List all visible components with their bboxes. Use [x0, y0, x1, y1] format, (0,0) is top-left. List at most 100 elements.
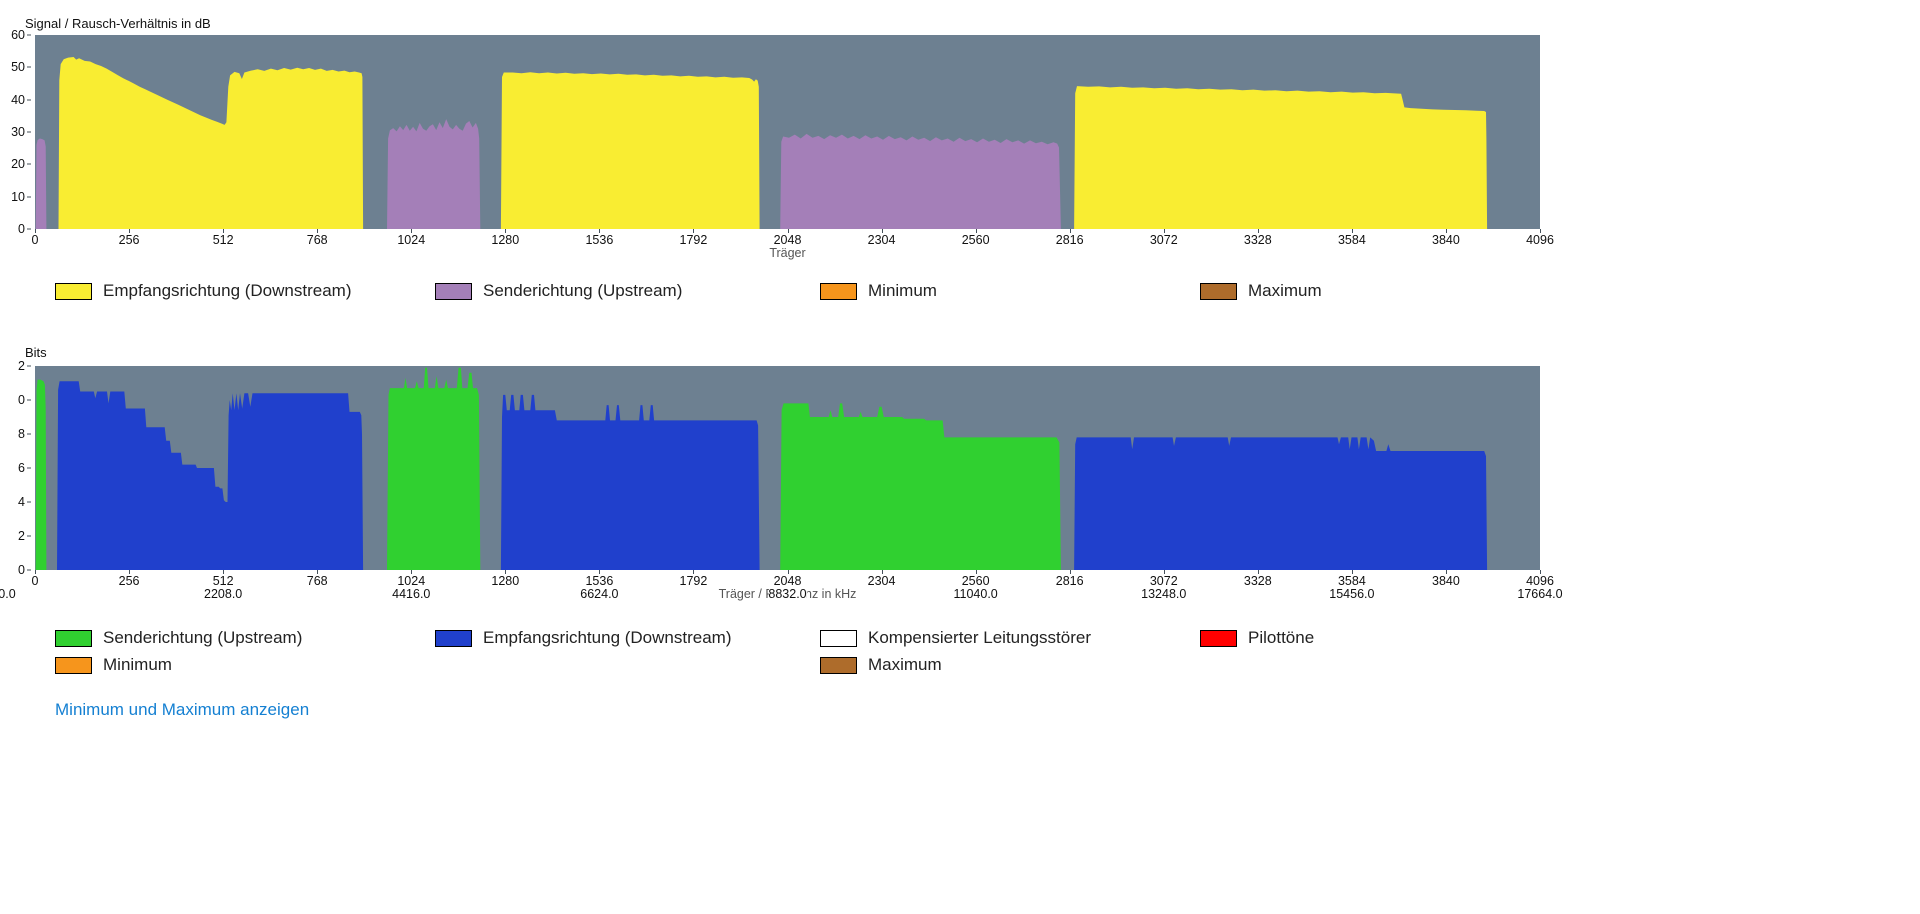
x-tick-label: 2560 — [961, 574, 990, 588]
y-tick-mark — [27, 34, 31, 36]
frequency-tick-label: 8832.0 — [768, 587, 807, 601]
series-area-Senderichtung (Upstream) — [35, 138, 47, 229]
x-tick-label: 3584 — [1337, 233, 1366, 247]
bits-plot-area — [35, 366, 1540, 570]
x-axis-title: Träger — [769, 246, 806, 260]
x-tick-mark — [129, 229, 131, 233]
x-tick-label: 2560 — [961, 233, 990, 247]
x-tick-mark — [411, 570, 413, 574]
y-tick-mark — [27, 228, 31, 230]
legend-item: Minimum — [820, 281, 937, 301]
x-tick-mark — [787, 570, 789, 574]
y-tick-label: 20 — [11, 157, 25, 172]
x-tick-label: 2816 — [1055, 233, 1084, 247]
x-tick-label: 1536 — [585, 233, 614, 247]
legend-label: Minimum — [868, 281, 937, 300]
frequency-tick-label: 13248.0 — [1141, 587, 1187, 601]
x-tick-label: 4096 — [1526, 233, 1554, 247]
snr-plot-area — [35, 35, 1540, 229]
legend-label: Kompensierter Leitungsstörer — [868, 628, 1092, 647]
legend-item: Senderichtung (Upstream) — [435, 281, 682, 301]
x-tick-mark — [1351, 570, 1353, 574]
legend-swatch — [435, 282, 472, 300]
series-area-Senderichtung (Upstream) — [387, 367, 481, 570]
bits-legend: Senderichtung (Upstream) Empfangsrichtung… — [0, 628, 1560, 684]
x-tick-label: 768 — [306, 574, 328, 588]
x-tick-label: 1536 — [585, 574, 614, 588]
x-tick-mark — [787, 229, 789, 233]
x-tick-label: 0 — [31, 574, 39, 588]
series-area-Senderichtung (Upstream) — [387, 119, 481, 229]
legend-swatch — [820, 656, 857, 674]
y-tick-label: 50 — [11, 60, 25, 75]
x-tick-mark — [35, 570, 36, 574]
frequency-tick-label: 15456.0 — [1329, 587, 1375, 601]
y-tick-label: 0 — [18, 563, 25, 577]
legend-item: Senderichtung (Upstream) — [55, 628, 302, 648]
x-tick-mark — [223, 570, 225, 574]
legend-swatch — [1200, 282, 1237, 300]
legend-label: Pilottöne — [1248, 628, 1315, 647]
legend-swatch — [820, 629, 857, 647]
y-tick-mark — [27, 66, 31, 68]
y-tick-mark — [27, 535, 31, 537]
frequency-tick-label: 17664.0 — [1517, 587, 1563, 601]
y-tick-label: 4 — [18, 495, 25, 509]
x-tick-label: 3840 — [1432, 574, 1460, 588]
toggle-min-max-link[interactable]: Minimum und Maximum anzeigen — [55, 700, 310, 719]
x-tick-mark — [505, 570, 507, 574]
series-area-Senderichtung (Upstream) — [35, 379, 47, 570]
x-tick-label: 0 — [31, 233, 39, 247]
y-tick-label: 40 — [11, 92, 25, 107]
y-tick-mark — [27, 399, 31, 401]
x-tick-mark — [1445, 229, 1447, 233]
x-tick-mark — [1069, 229, 1071, 233]
x-tick-mark — [1163, 229, 1165, 233]
x-tick-mark — [505, 229, 507, 233]
legend-label: Empfangsrichtung (Downstream) — [483, 628, 732, 647]
x-tick-label: 2304 — [867, 233, 896, 247]
legend-label: Maximum — [1248, 281, 1322, 300]
x-tick-label: 1792 — [679, 574, 708, 588]
y-tick-mark — [27, 569, 31, 571]
x-tick-mark — [223, 229, 225, 233]
frequency-tick-label: 2208.0 — [204, 587, 243, 601]
legend-swatch — [55, 629, 92, 647]
legend-item: Empfangsrichtung (Downstream) — [435, 628, 731, 648]
x-tick-mark — [975, 570, 977, 574]
y-tick-label: 2 — [18, 529, 25, 543]
snr-y-axis: 60 50 40 30 20 10 0 — [0, 28, 31, 236]
x-tick-mark — [317, 229, 319, 233]
legend-label: Minimum — [103, 655, 172, 674]
x-tick-mark — [411, 229, 413, 233]
y-tick-mark — [27, 163, 31, 165]
x-tick-mark — [1540, 229, 1541, 233]
bits-y-axis: 2 0 8 6 4 2 0 — [0, 359, 31, 577]
x-tick-label: 1792 — [679, 233, 708, 247]
legend-label: Maximum — [868, 655, 942, 674]
x-tick-mark — [1257, 570, 1259, 574]
x-tick-mark — [1445, 570, 1447, 574]
x-tick-label: 2816 — [1055, 574, 1084, 588]
x-tick-mark — [1540, 570, 1541, 574]
y-tick-mark — [27, 467, 31, 469]
legend-label: Senderichtung (Upstream) — [483, 281, 683, 300]
series-area-Empfangsrichtung (Downstream) — [1074, 437, 1488, 570]
x-tick-mark — [1257, 229, 1259, 233]
y-tick-label: 2 — [18, 359, 25, 373]
y-tick-mark — [27, 501, 31, 503]
x-tick-mark — [975, 229, 977, 233]
x-tick-label: 2048 — [773, 233, 802, 247]
snr-x-axis: 0 256 512 768 1024 1280 1536 1792 2048 2304 2560 28… — [31, 229, 1554, 265]
frequency-tick-label: 0.0 — [0, 587, 16, 601]
series-area-Senderichtung (Upstream) — [780, 403, 1061, 570]
series-area-Empfangsrichtung (Downstream) — [58, 57, 364, 229]
x-tick-label: 256 — [118, 574, 140, 588]
x-tick-label: 1280 — [491, 574, 520, 588]
x-tick-label: 1024 — [397, 574, 426, 588]
y-tick-label: 8 — [18, 427, 25, 441]
x-tick-mark — [317, 570, 319, 574]
series-area-Empfangsrichtung (Downstream) — [500, 394, 760, 570]
x-tick-label: 2304 — [867, 574, 896, 588]
